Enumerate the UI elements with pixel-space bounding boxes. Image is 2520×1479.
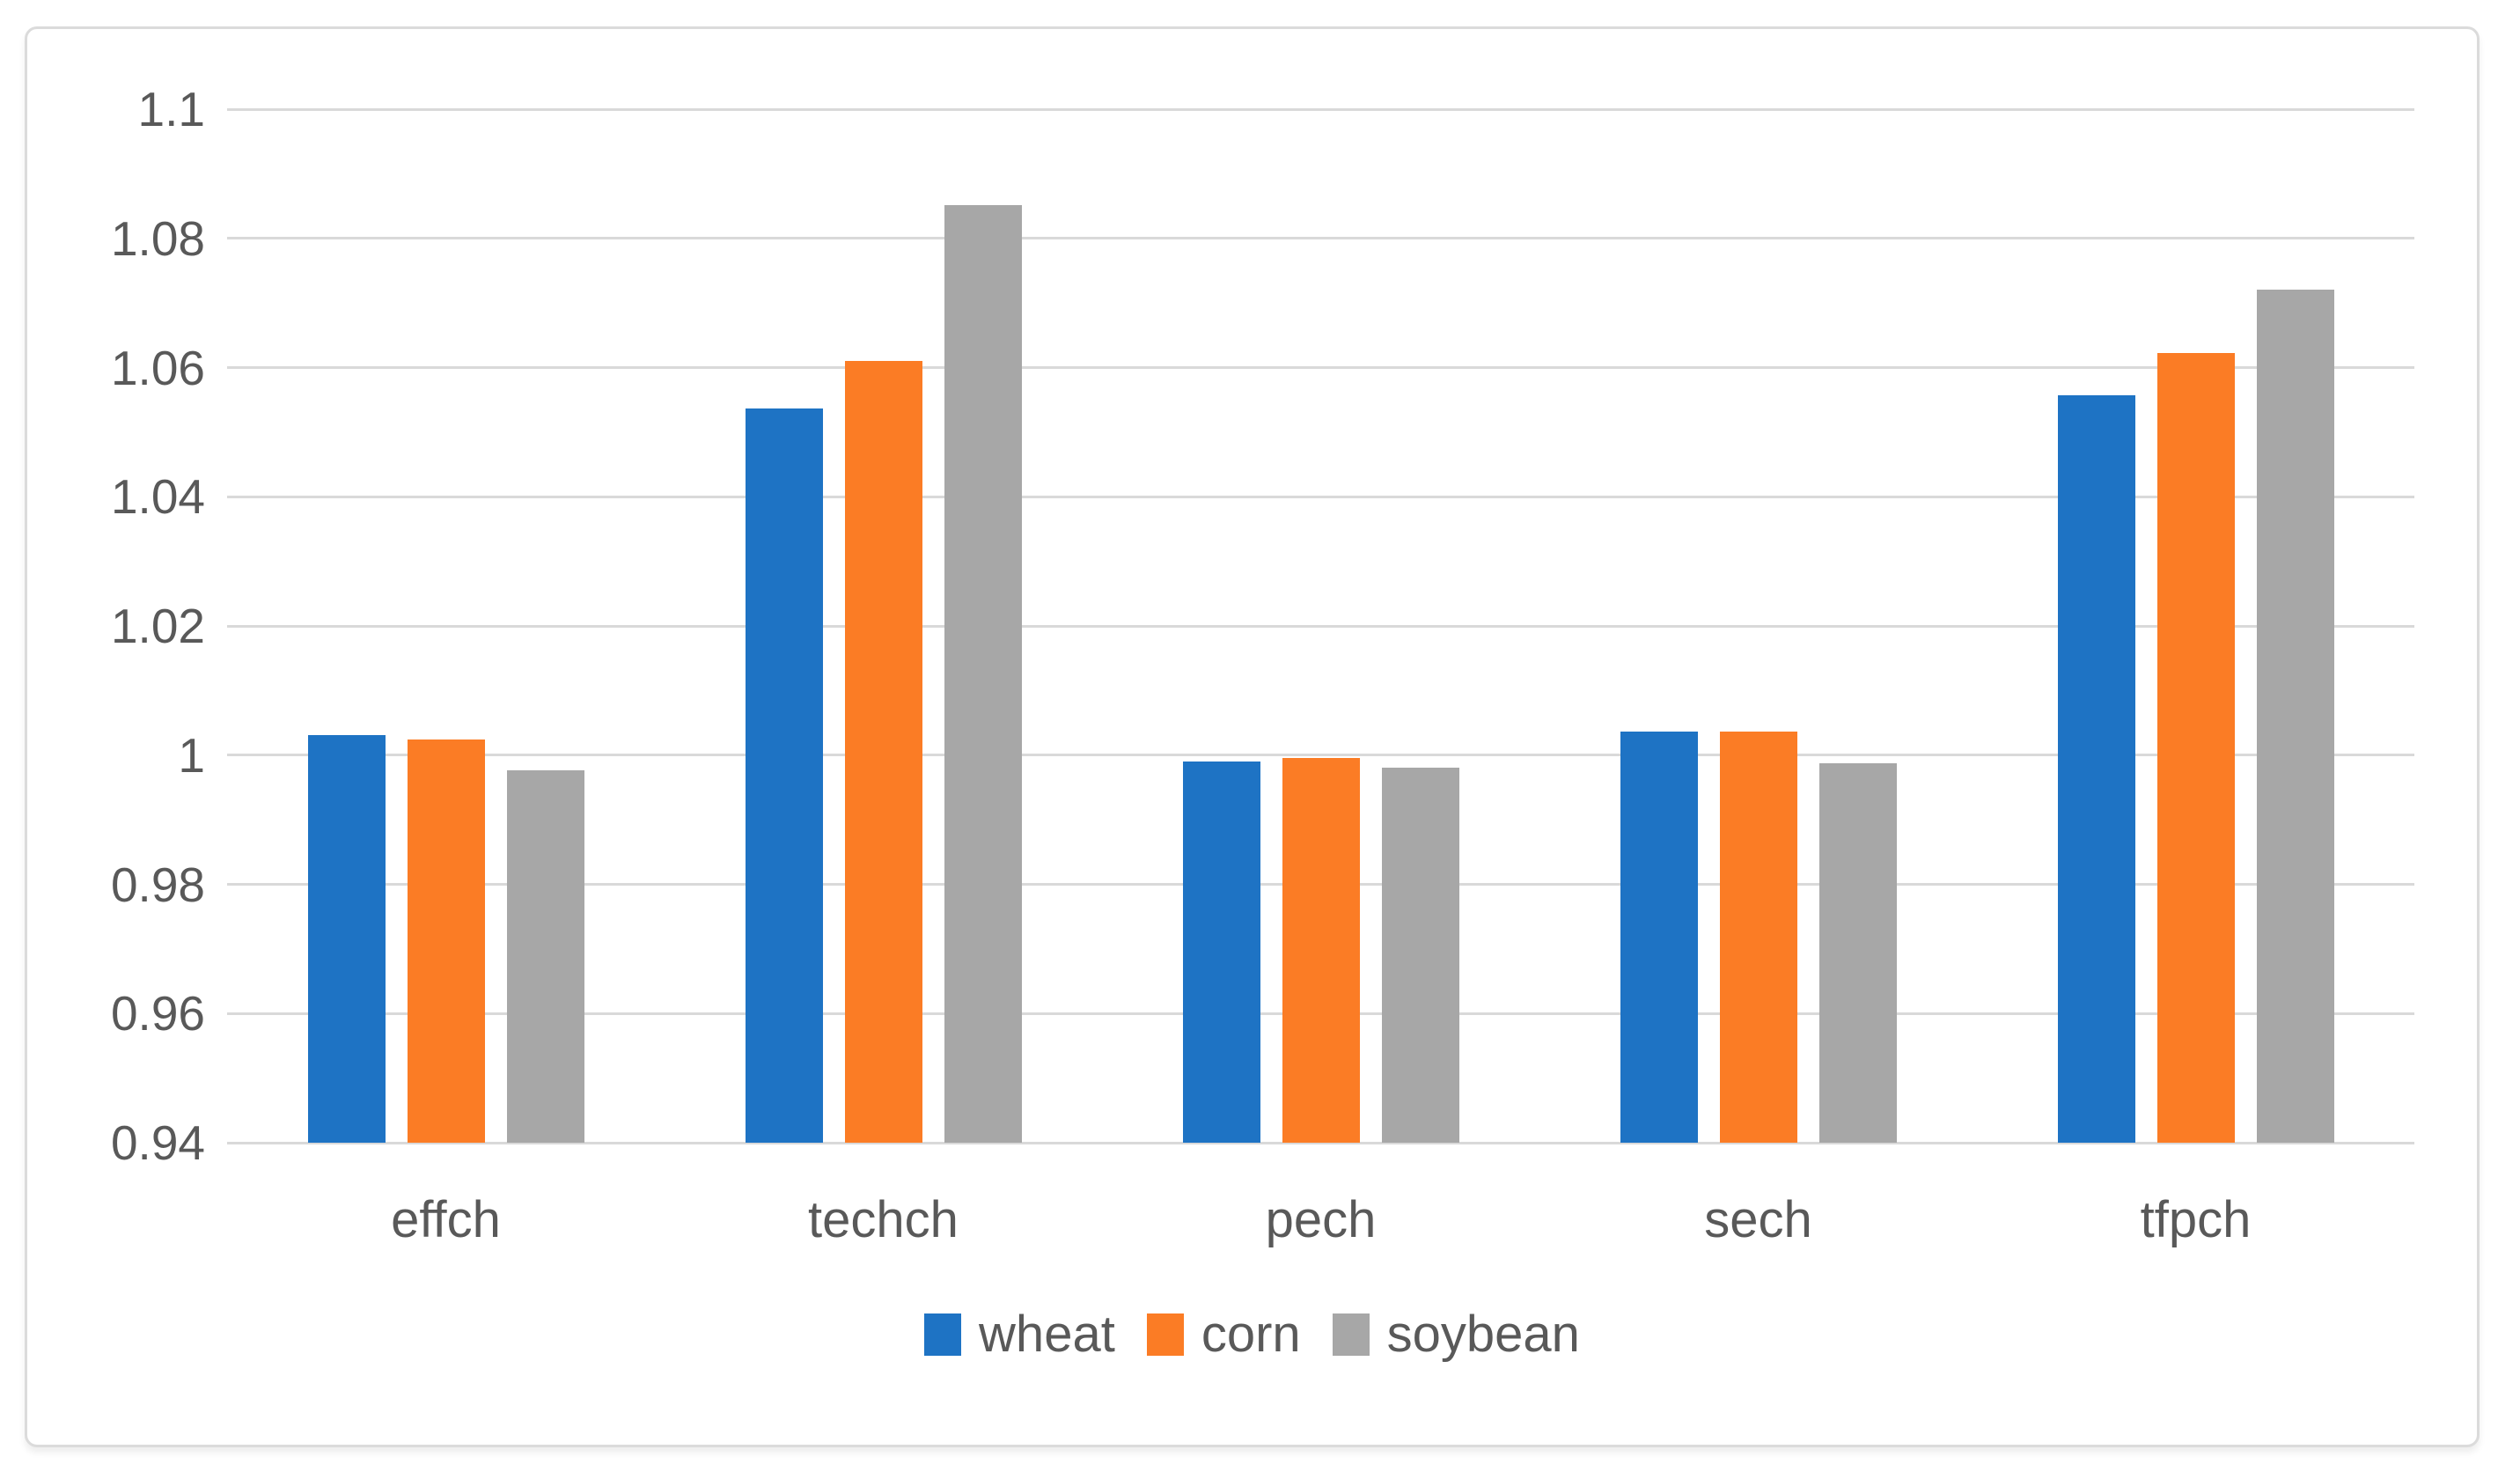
bar-wheat-pech [1182, 762, 1260, 1143]
gridline-1 [227, 754, 2414, 757]
bar-soybean-tfpch [2256, 290, 2334, 1143]
y-tick-label-1.1: 1.1 [137, 82, 205, 136]
y-tick-label-1.04: 1.04 [110, 469, 205, 525]
bars-layer [27, 29, 2477, 1445]
bar-wheat-effch [307, 735, 386, 1143]
gridline-1.04 [227, 495, 2414, 498]
y-tick-label-1.02: 1.02 [110, 599, 205, 653]
bar-soybean-techch [944, 204, 1022, 1143]
bar-wheat-sech [1620, 731, 1698, 1143]
legend-swatch-wheat [924, 1313, 962, 1356]
y-tick-label-0.94: 0.94 [110, 1115, 205, 1170]
x-category-label-tfpch: tfpch [2140, 1191, 2252, 1248]
chart-canvas: 1.1 1.08 1.06 1.04 1.02 1 0.98 0.96 0.94 effch te… [25, 26, 2480, 1447]
legend-swatch-corn [1146, 1313, 1184, 1356]
x-category-label-techch: techch [808, 1191, 959, 1248]
bar-corn-effch [407, 740, 485, 1143]
y-tick-label-0.96: 0.96 [110, 986, 205, 1041]
legend-label-corn: corn [1201, 1306, 1301, 1363]
legend-label-soybean: soybean [1386, 1306, 1580, 1363]
bar-corn-techch [844, 361, 922, 1143]
bar-soybean-pech [1381, 767, 1459, 1143]
x-category-label-effch: effch [391, 1191, 501, 1248]
bar-soybean-effch [506, 770, 584, 1143]
y-axis-tick-labels: 1.1 1.08 1.06 1.04 1.02 1 0.98 0.96 0.94 [27, 29, 2477, 1445]
legend-label-wheat: wheat [979, 1306, 1115, 1363]
gridline-0.94 [227, 1141, 2414, 1144]
gridline-1.08 [227, 237, 2414, 240]
bar-corn-sech [1719, 732, 1797, 1143]
bar-corn-tfpch [2156, 353, 2235, 1143]
legend-swatch-soybean [1332, 1313, 1370, 1356]
bar-wheat-tfpch [2057, 395, 2135, 1143]
x-category-label-pech: pech [1265, 1191, 1377, 1248]
legend-item-corn: corn [1146, 1306, 1301, 1363]
gridline-1.1 [227, 107, 2414, 111]
bar-corn-pech [1282, 757, 1360, 1143]
y-tick-label-1: 1 [178, 727, 205, 783]
gridline-1.02 [227, 624, 2414, 628]
y-tick-label-1.08: 1.08 [110, 210, 205, 266]
bar-wheat-techch [745, 408, 823, 1143]
legend-item-wheat: wheat [924, 1307, 1115, 1362]
legend-item-soybean: soybean [1332, 1306, 1580, 1363]
y-tick-label-1.06: 1.06 [110, 340, 205, 395]
legend: wheat corn soybean [27, 1307, 2477, 1362]
gridline-1.06 [227, 366, 2414, 369]
x-category-label-sech: sech [1704, 1191, 1812, 1248]
bar-soybean-sech [1818, 762, 1897, 1143]
x-axis-category-labels: effch techch pech sech tfpch [27, 29, 2477, 1445]
y-tick-label-0.98: 0.98 [110, 857, 205, 912]
